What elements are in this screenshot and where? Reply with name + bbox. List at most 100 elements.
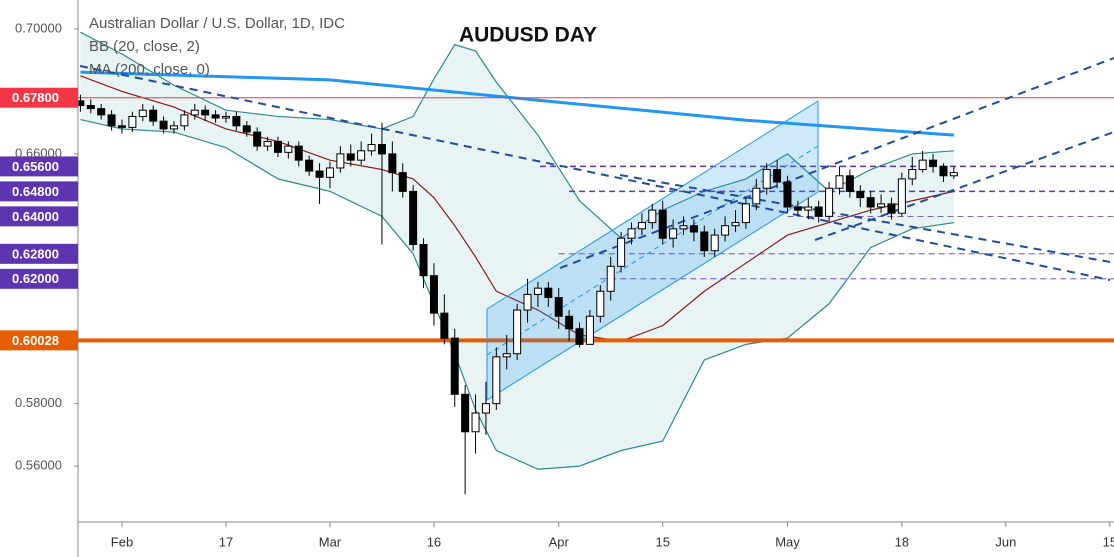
x-tick-label: 17 xyxy=(219,534,233,549)
level-label: 0.60028 xyxy=(12,333,59,348)
candle-body xyxy=(398,172,407,192)
level-label: 0.65600 xyxy=(12,159,59,174)
candle-body xyxy=(596,290,605,317)
candle-body xyxy=(159,120,168,130)
candle-body xyxy=(294,145,303,161)
candle-body xyxy=(97,108,106,116)
candle-body xyxy=(606,265,615,292)
candle-body xyxy=(169,125,178,130)
candle-body xyxy=(86,105,95,110)
x-tick-label: May xyxy=(775,534,800,549)
level-label: 0.67800 xyxy=(12,90,59,105)
candle-body xyxy=(710,234,719,252)
level-label-box xyxy=(0,206,78,227)
candle-body xyxy=(533,287,542,295)
candle-body xyxy=(856,190,865,199)
candle-body xyxy=(689,225,698,233)
candle-layer xyxy=(76,94,958,495)
candle-body xyxy=(565,315,574,330)
chart-title: AUDUSD DAY xyxy=(459,24,597,47)
candle-body xyxy=(419,243,428,277)
candle-body xyxy=(929,159,938,167)
candle-body xyxy=(429,275,438,314)
candle-body xyxy=(835,175,844,189)
candle-body xyxy=(721,225,730,236)
candle-body xyxy=(138,109,147,117)
candle-body xyxy=(866,197,875,208)
y-tick-label: 0.70000 xyxy=(15,20,62,35)
candle-body xyxy=(804,206,813,211)
candle-body xyxy=(357,150,366,161)
candle-body xyxy=(128,115,137,128)
x-tick-label: Feb xyxy=(111,534,133,549)
level-label-box xyxy=(0,243,78,264)
candle-body xyxy=(492,356,501,405)
candle-body xyxy=(939,165,948,177)
candle-body xyxy=(273,140,282,153)
candle-body xyxy=(783,181,792,208)
candle-body xyxy=(627,228,636,239)
y-tick-label: 0.58000 xyxy=(15,395,62,410)
candle-body xyxy=(388,153,397,174)
candle-body xyxy=(544,287,553,299)
candle-body xyxy=(253,131,262,147)
candle-body xyxy=(107,114,116,127)
candle-body xyxy=(117,125,126,128)
level-label: 0.62000 xyxy=(12,271,59,286)
level-label-box xyxy=(0,181,78,202)
candle-body xyxy=(502,353,511,358)
candle-body xyxy=(221,115,230,119)
level-label-box xyxy=(0,268,78,289)
candle-body xyxy=(481,403,490,414)
candle-body xyxy=(773,169,782,183)
legend-bb: BB (20, close, 2) xyxy=(89,38,200,55)
candle-body xyxy=(263,140,272,147)
y-tick-label: 0.56000 xyxy=(15,458,62,473)
candle-body xyxy=(211,114,220,119)
trend-line xyxy=(559,57,1114,269)
trend-line xyxy=(814,131,1114,241)
candle-body xyxy=(232,115,241,127)
candle-body xyxy=(180,114,189,127)
candle-body xyxy=(201,109,210,116)
x-tick-label: Jun xyxy=(995,534,1016,549)
x-tick-label: 15 xyxy=(655,534,669,549)
candle-body xyxy=(752,187,761,205)
candle-body xyxy=(700,231,709,252)
level-label-box xyxy=(0,156,78,177)
candle-body xyxy=(377,144,386,155)
candle-body xyxy=(409,190,418,245)
level-label-box xyxy=(0,87,78,108)
candle-body xyxy=(825,187,834,217)
level-label-box xyxy=(0,330,78,351)
candle-body xyxy=(461,393,470,433)
candle-body xyxy=(669,228,678,239)
candle-body xyxy=(523,293,532,311)
candle-body xyxy=(325,167,334,178)
moving-average xyxy=(80,70,954,137)
x-tick-label: Apr xyxy=(549,534,570,549)
candle-body xyxy=(877,203,886,208)
x-tick-label: 15 xyxy=(1103,534,1114,549)
level-label: 0.62800 xyxy=(12,246,59,261)
candle-body xyxy=(845,175,854,192)
legend-symbol: Australian Dollar / U.S. Dollar, 1D, IDC xyxy=(89,15,345,32)
candle-body xyxy=(814,206,823,217)
candle-body xyxy=(450,337,459,395)
candle-body xyxy=(793,206,802,211)
candle-body xyxy=(762,169,771,189)
candle-body xyxy=(336,153,345,169)
candle-body xyxy=(346,153,355,161)
trend-line xyxy=(79,65,1111,281)
candle-body xyxy=(949,172,958,177)
candle-body xyxy=(554,297,563,317)
candle-body xyxy=(315,170,324,178)
level-label: 0.64000 xyxy=(12,209,59,224)
candle-body xyxy=(585,315,594,345)
candle-body xyxy=(575,328,584,345)
x-tick-label: 18 xyxy=(895,534,909,549)
candle-body xyxy=(648,209,657,224)
x-tick-label: Mar xyxy=(319,534,342,549)
candle-body xyxy=(149,109,158,122)
